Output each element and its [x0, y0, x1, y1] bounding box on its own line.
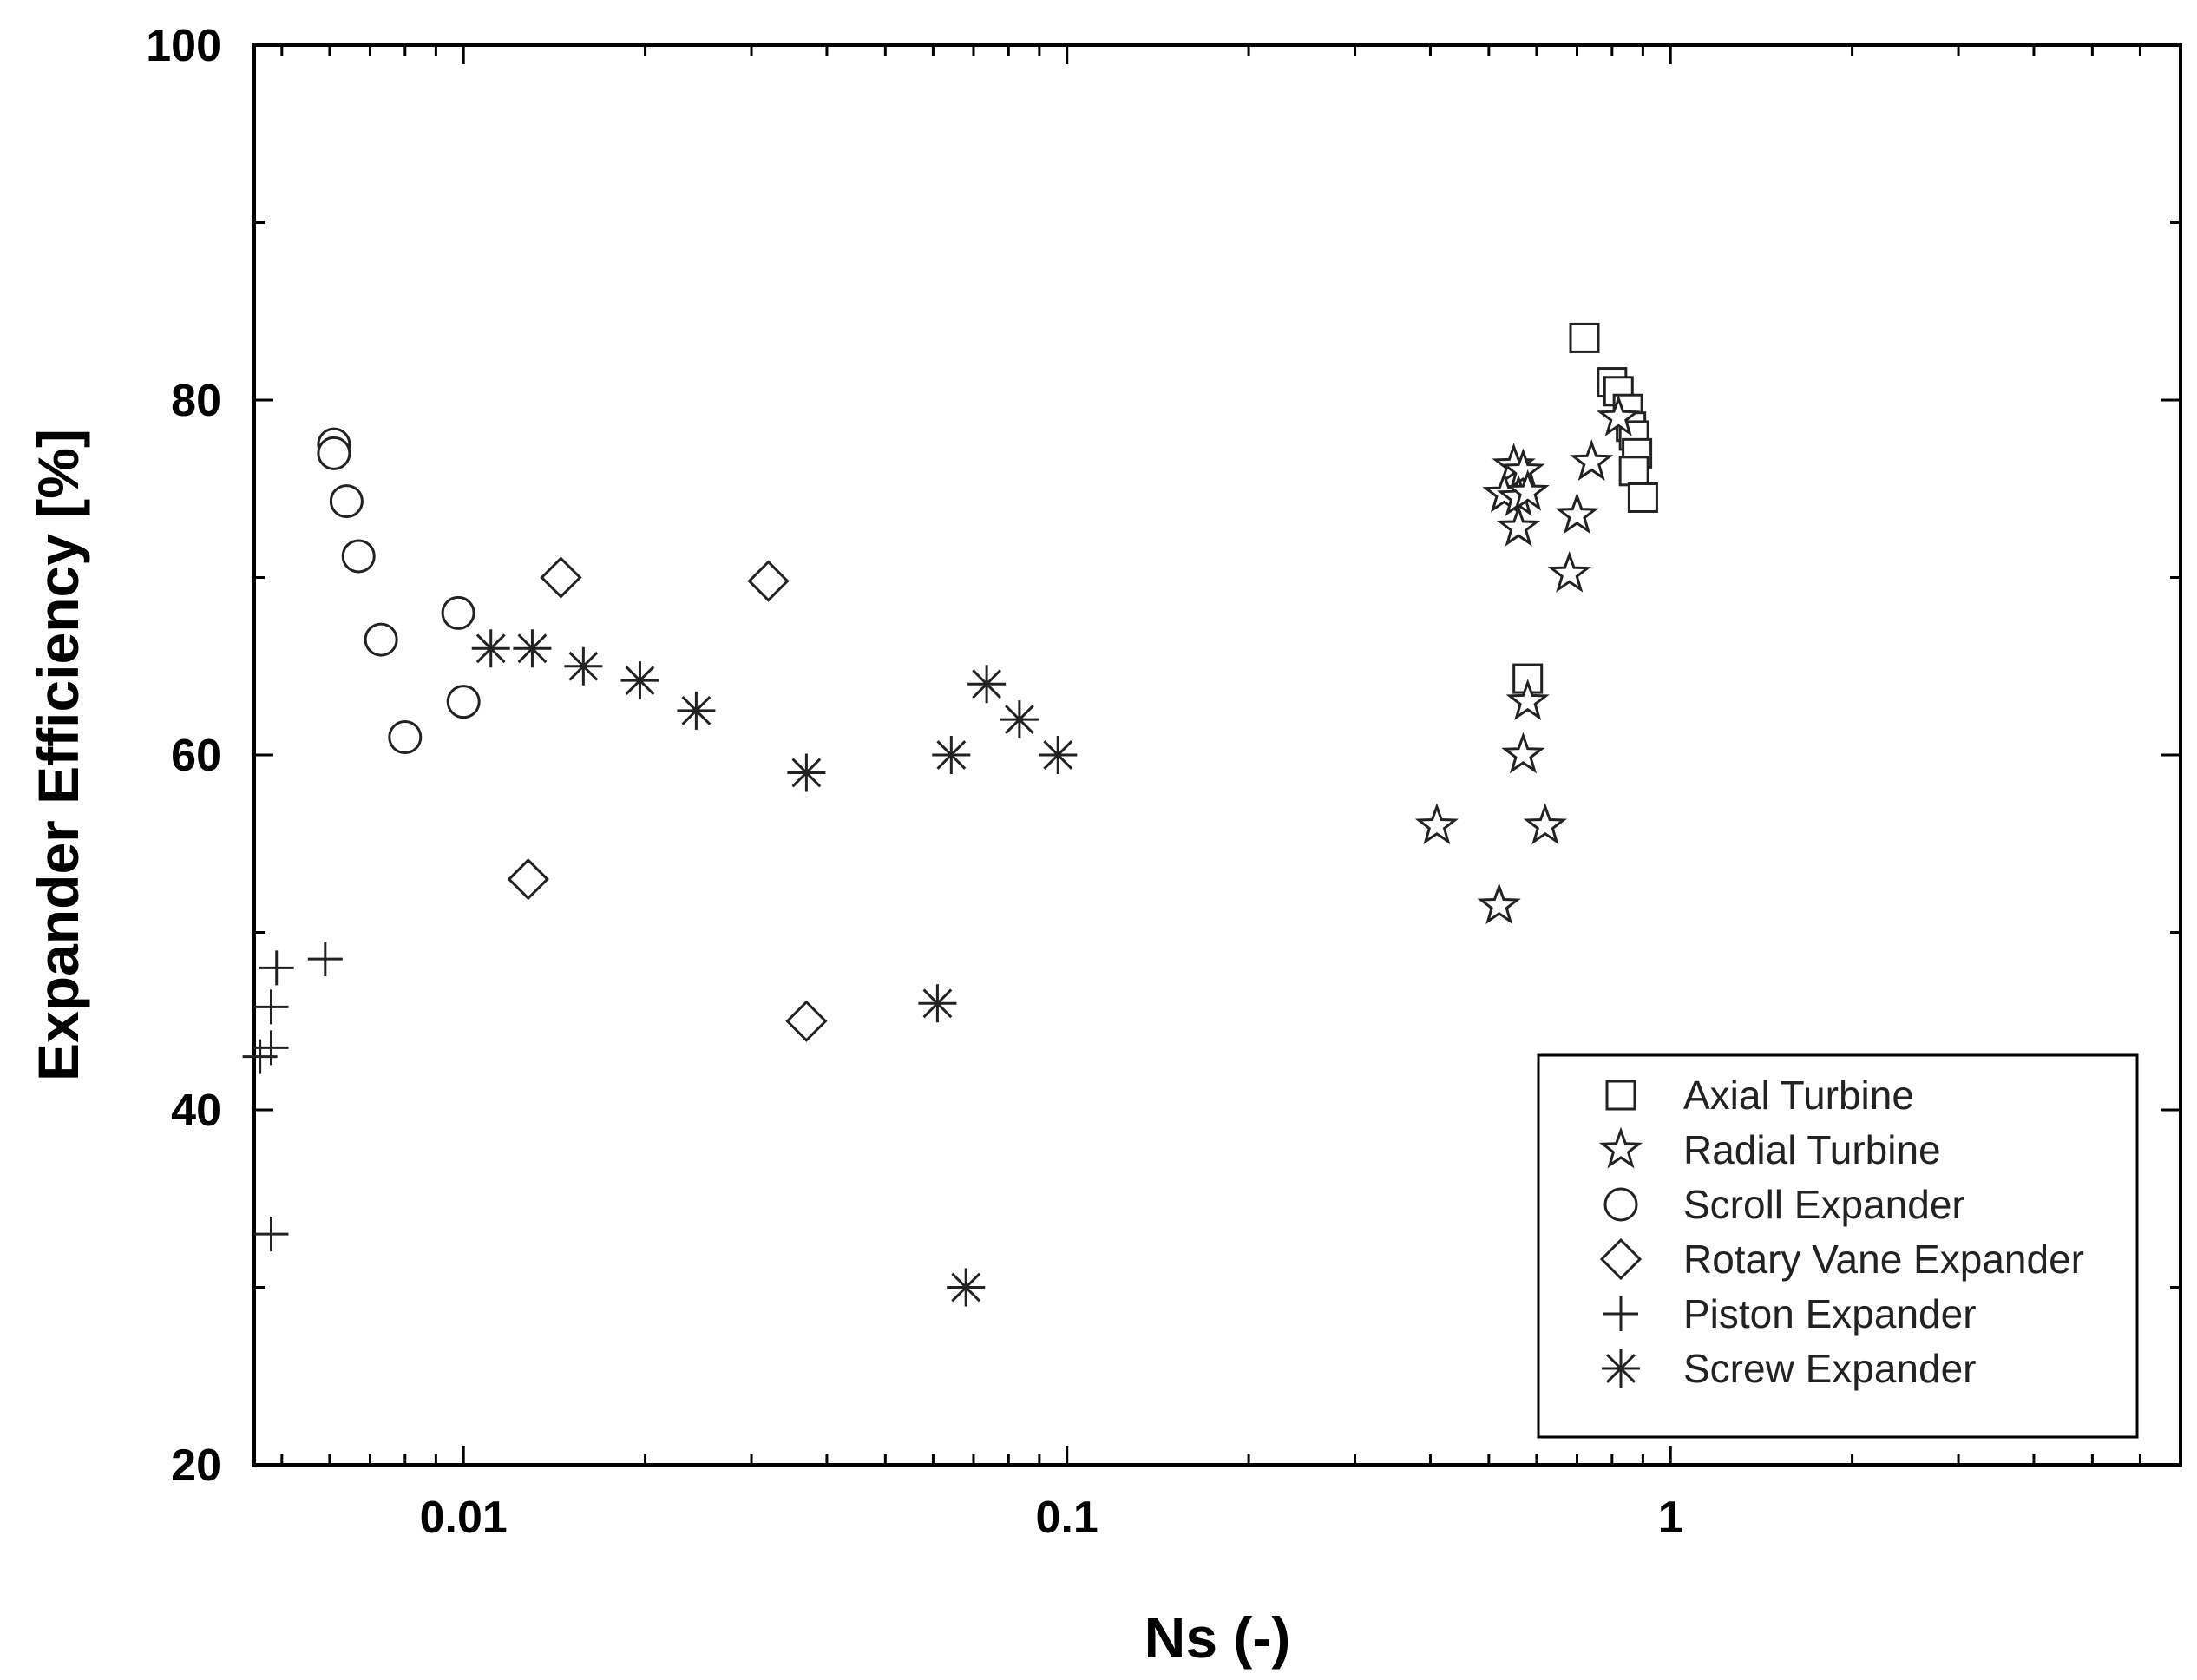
data-point-diamond — [540, 556, 582, 599]
data-point-asterisk — [620, 661, 659, 700]
legend-marker-circle — [1603, 1187, 1638, 1222]
data-point-asterisk — [471, 629, 510, 668]
legend-marker-star — [1598, 1126, 1643, 1169]
data-point-diamond — [785, 1000, 828, 1042]
legend-marker-diamond — [1599, 1237, 1643, 1281]
data-point-star — [1501, 448, 1545, 490]
data-point-star — [1547, 550, 1591, 593]
x-tick-label: 1 — [1658, 1493, 1683, 1543]
legend-label: Screw Expander — [1683, 1346, 1977, 1391]
data-point-star — [1597, 394, 1641, 436]
axis-tick-labels: 0.01 0.1 1 20 40 60 80 100 — [146, 21, 1682, 1543]
y-tick-label: 80 — [171, 376, 221, 426]
data-point-asterisk — [967, 665, 1007, 704]
x-tick-label: 0.1 — [1036, 1493, 1098, 1543]
data-point-star — [1501, 732, 1545, 774]
data-point-star — [1477, 883, 1521, 925]
data-point-asterisk — [677, 691, 716, 730]
data-point-asterisk — [513, 629, 552, 668]
legend-box — [1537, 1053, 2139, 1439]
data-point-plus — [253, 989, 289, 1025]
data-point-circle — [364, 622, 398, 657]
data-point-plus — [253, 1217, 289, 1252]
data-point-star — [1414, 803, 1459, 845]
legend-marker-square — [1605, 1080, 1636, 1111]
data-point-circle — [317, 436, 351, 470]
legend-label: Piston Expander — [1683, 1291, 1977, 1336]
data-point-plus — [242, 1039, 278, 1074]
legend-marker-plus — [1603, 1296, 1638, 1331]
axis-ticks — [254, 43, 2182, 1467]
legend-marker-asterisk — [1602, 1349, 1640, 1388]
x-axis-title: Ns (-) — [1144, 1605, 1291, 1670]
data-point-star — [1523, 803, 1568, 845]
legend-label: Scroll Expander — [1683, 1182, 1965, 1227]
y-tick-label: 60 — [171, 731, 221, 781]
data-point-asterisk — [1000, 700, 1039, 739]
y-tick-label: 100 — [146, 21, 221, 71]
y-axis-title: Expander Efficiency [%] — [26, 429, 90, 1081]
data-point-square — [1569, 322, 1600, 353]
legend: Axial Turbine Radial Turbine Scroll Expand… — [1537, 1053, 2139, 1439]
data-point-plus — [259, 950, 294, 986]
data-point-asterisk — [932, 736, 971, 774]
data-point-square — [1627, 482, 1658, 513]
data-point-star — [1505, 679, 1550, 720]
data-point-star — [1505, 469, 1550, 511]
data-point-plus — [307, 942, 343, 977]
legend-label: Rotary Vane Expander — [1683, 1237, 2084, 1282]
data-point-star — [1570, 439, 1614, 482]
data-point-circle — [446, 685, 481, 719]
data-point-star — [1496, 504, 1541, 547]
data-point-circle — [388, 720, 423, 755]
data-point-asterisk — [947, 1268, 986, 1307]
data-point-asterisk — [1039, 736, 1078, 774]
data-point-asterisk — [564, 646, 603, 686]
legend-label: Radial Turbine — [1683, 1127, 1941, 1172]
data-point-diamond — [507, 858, 549, 901]
data-point-circle — [329, 484, 364, 519]
y-tick-label: 40 — [171, 1086, 221, 1136]
data-point-asterisk — [918, 984, 957, 1023]
data-point-asterisk — [787, 753, 826, 792]
data-point-diamond — [747, 560, 790, 602]
data-point-circle — [341, 539, 376, 574]
y-tick-label: 20 — [171, 1440, 221, 1491]
data-point-square — [1618, 456, 1649, 487]
data-point-star — [1555, 492, 1599, 535]
data-points — [242, 322, 1658, 1307]
data-point-circle — [441, 595, 475, 630]
legend-label: Axial Turbine — [1683, 1073, 1914, 1118]
x-tick-label: 0.01 — [420, 1493, 508, 1543]
